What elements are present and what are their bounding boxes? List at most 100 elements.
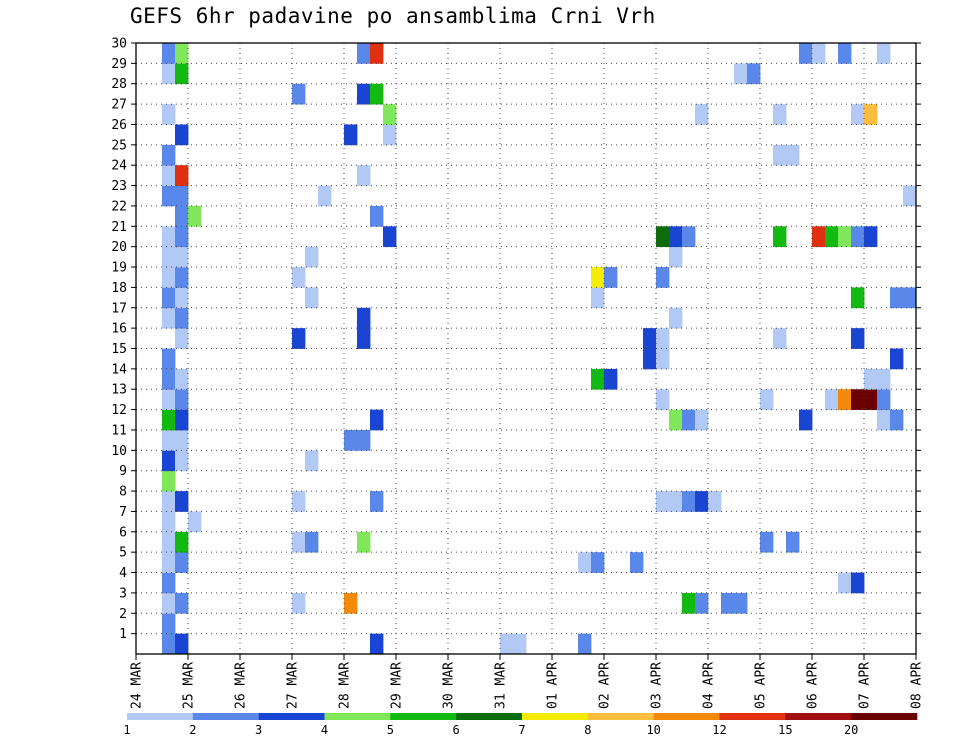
heatmap-cell xyxy=(890,348,904,370)
heatmap-cell xyxy=(188,511,202,533)
legend-swatch xyxy=(587,713,654,720)
heatmap-cell xyxy=(370,83,384,105)
heatmap-cell xyxy=(656,491,670,512)
y-tick-label: 5 xyxy=(119,546,127,561)
heatmap-cell xyxy=(357,531,371,553)
heatmap-cell xyxy=(799,409,813,431)
heatmap-cell xyxy=(851,572,865,594)
heatmap-cell xyxy=(162,226,176,248)
heatmap-cell xyxy=(851,104,865,125)
heatmap-cell xyxy=(812,43,826,64)
heatmap-cell xyxy=(825,226,839,248)
legend-label: 5 xyxy=(387,723,394,737)
heatmap-cell xyxy=(695,592,709,614)
heatmap-cell xyxy=(344,124,358,146)
heatmap-cell xyxy=(864,104,878,125)
heatmap-cell xyxy=(292,491,306,512)
legend-swatch xyxy=(390,713,457,720)
y-tick-label: 13 xyxy=(111,383,127,398)
heatmap-cell xyxy=(773,226,787,248)
heatmap-cell xyxy=(292,83,306,105)
heatmap-cell xyxy=(825,389,839,410)
heatmap-cell xyxy=(357,328,371,349)
heatmap-cell xyxy=(656,328,670,349)
heatmap-cell xyxy=(162,287,176,309)
heatmap-cell xyxy=(162,368,176,390)
heatmap-cell xyxy=(591,368,605,390)
legend-swatch xyxy=(258,713,325,720)
heatmap-cell xyxy=(357,429,371,451)
heatmap-cell xyxy=(838,226,852,248)
y-tick-label: 27 xyxy=(111,98,127,113)
heatmap-cell xyxy=(877,368,891,390)
heatmap-cell xyxy=(162,470,176,492)
heatmap-cell xyxy=(175,246,189,268)
heatmap-cell xyxy=(773,104,787,125)
heatmap-cell xyxy=(188,205,202,227)
heatmap-cell xyxy=(669,246,683,268)
y-tick-label: 10 xyxy=(111,444,127,459)
legend-label: 2 xyxy=(189,723,196,737)
heatmap-cell xyxy=(305,287,319,309)
y-tick-label: 25 xyxy=(111,138,127,153)
x-tick-label: 31 MAR xyxy=(494,662,509,709)
heatmap-cell xyxy=(162,246,176,268)
legend-swatch xyxy=(719,713,786,720)
heatmap-cell xyxy=(175,205,189,227)
heatmap-cell xyxy=(656,348,670,370)
heatmap-cell xyxy=(175,368,189,390)
legend-swatch xyxy=(653,713,720,720)
x-tick-label: 26 MAR xyxy=(234,662,249,709)
heatmap-cell xyxy=(656,267,670,288)
y-tick-label: 14 xyxy=(111,362,127,377)
heatmap-cell xyxy=(175,287,189,309)
heatmap-cell xyxy=(292,267,306,288)
y-tick-label: 18 xyxy=(111,281,127,296)
heatmap-cell xyxy=(370,205,384,227)
heatmap-cell xyxy=(175,307,189,329)
heatmap-cell xyxy=(162,307,176,329)
heatmap-cell xyxy=(656,389,670,410)
heatmap-cell xyxy=(682,409,696,431)
y-tick-label: 15 xyxy=(111,342,127,357)
legend-label: 3 xyxy=(255,723,262,737)
heatmap-cell xyxy=(162,389,176,410)
legend-label: 10 xyxy=(646,723,660,737)
heatmap-cell xyxy=(838,572,852,594)
heatmap-cell xyxy=(786,531,800,553)
heatmap-cell xyxy=(513,633,527,655)
y-tick-label: 7 xyxy=(119,505,127,520)
heatmap-cell xyxy=(734,592,748,614)
heatmap-cell xyxy=(500,633,514,655)
heatmap-cell xyxy=(370,409,384,431)
heatmap-cell xyxy=(734,63,748,85)
heatmap-cell xyxy=(357,43,371,64)
heatmap-cell xyxy=(305,531,319,553)
heatmap-cell xyxy=(175,267,189,288)
heatmap-cell xyxy=(903,287,917,309)
y-tick-label: 28 xyxy=(111,77,127,92)
y-tick-label: 8 xyxy=(119,485,127,500)
x-tick-label: 25 MAR xyxy=(182,662,197,709)
heatmap-cell xyxy=(175,389,189,410)
heatmap-cell xyxy=(630,552,644,573)
heatmap-cell xyxy=(773,144,787,166)
y-tick-label: 30 xyxy=(111,37,127,52)
heatmap-cell xyxy=(591,287,605,309)
heatmap-cell xyxy=(175,429,189,451)
heatmap-cells xyxy=(162,43,917,655)
heatmap-cell xyxy=(175,531,189,553)
dotted-grid xyxy=(136,43,916,654)
y-tick-label: 17 xyxy=(111,301,127,316)
heatmap-cell xyxy=(162,633,176,655)
heatmap-cell xyxy=(773,328,787,349)
heatmap-cell xyxy=(292,531,306,553)
heatmap-cell xyxy=(851,328,865,349)
x-tick-label: 04 APR xyxy=(702,662,717,709)
heatmap-cell xyxy=(838,389,852,410)
heatmap-cell xyxy=(864,368,878,390)
legend-swatch xyxy=(851,713,918,720)
heatmap-cell xyxy=(708,491,722,512)
legend-swatch xyxy=(127,713,194,720)
